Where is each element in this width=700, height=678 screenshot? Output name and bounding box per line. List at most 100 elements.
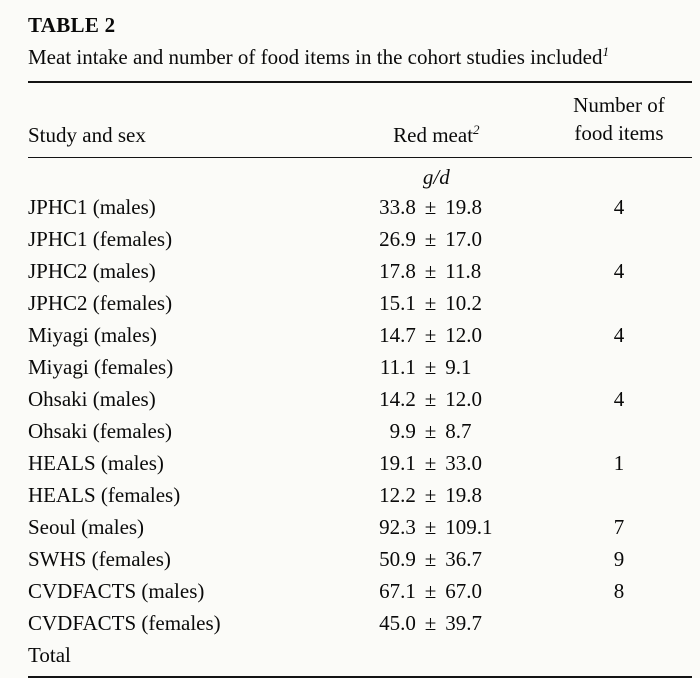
mean-value: 45.0 <box>379 610 416 635</box>
food-items-cell: 4 <box>613 386 625 411</box>
sd-value: 12.0 <box>445 322 483 347</box>
sd-value: 17.0 <box>445 226 483 251</box>
red-meat-cell: 14.7 ±12.0 <box>327 320 546 352</box>
mean-value: 26.9 <box>379 226 416 251</box>
study-cell: CVDFACTS (females) <box>28 610 221 635</box>
red-meat-cell: 14.2 ±12.0 <box>327 384 546 416</box>
study-cell: SWHS (females) <box>28 546 171 571</box>
plus-minus-sign: ± <box>424 386 437 411</box>
food-items-cell <box>546 224 692 256</box>
table-header: Study and sex Red meat2 Number of food i… <box>28 83 692 158</box>
food-items-header-line1: Number of <box>573 93 665 117</box>
study-cell: Miyagi (females) <box>28 354 174 379</box>
sd-value: 109.1 <box>445 514 493 539</box>
table-row: JPHC2 (females) 15.1 ±10.2 <box>28 288 692 320</box>
study-cell: Total <box>28 639 327 678</box>
study-cell: HEALS (males) <box>28 450 164 475</box>
red-meat-cell: 26.9 ±17.0 <box>327 224 546 256</box>
caption-footnote-marker: 1 <box>602 44 609 59</box>
study-cell: JPHC2 (males) <box>28 258 156 283</box>
red-meat-footnote-marker: 2 <box>473 121 480 137</box>
food-items-cell <box>546 416 692 448</box>
plus-minus-sign: ± <box>424 290 437 315</box>
plus-minus-sign: ± <box>424 418 437 443</box>
mean-value: 9.9 <box>389 418 416 443</box>
plus-minus-sign: ± <box>424 450 437 475</box>
sd-value: 39.7 <box>445 610 483 635</box>
table-row: JPHC1 (females) 26.9 ±17.0 <box>28 224 692 256</box>
column-header-food-items: Number of food items <box>545 83 692 158</box>
unit-row-spacer <box>28 157 327 192</box>
mean-value: 17.8 <box>379 258 416 283</box>
red-meat-cell: 50.9 ±36.7 <box>327 544 546 576</box>
food-items-cell: 1 <box>613 450 625 475</box>
unit-label: g/d <box>422 164 450 189</box>
unit-row-spacer <box>546 157 692 192</box>
sd-value: 19.8 <box>445 482 483 507</box>
column-header-study: Study and sex <box>28 83 327 158</box>
mean-value: 14.7 <box>379 322 416 347</box>
table-row: Miyagi (females) 11.1 ±9.1 <box>28 352 692 384</box>
table-row: Seoul (males) 92.3 ±109.1 7 <box>28 512 692 544</box>
study-cell: Ohsaki (males) <box>28 386 156 411</box>
study-cell: JPHC1 (females) <box>28 226 173 251</box>
plus-minus-sign: ± <box>424 546 437 571</box>
plus-minus-sign: ± <box>424 482 437 507</box>
study-cell: JPHC1 (males) <box>28 194 156 219</box>
mean-value: 15.1 <box>379 290 416 315</box>
plus-minus-sign: ± <box>424 578 437 603</box>
mean-value: 19.1 <box>379 450 416 475</box>
plus-minus-sign: ± <box>424 610 437 635</box>
study-cell: CVDFACTS (males) <box>28 578 205 603</box>
food-items-cell: 4 <box>613 194 625 219</box>
food-items-cell: 9 <box>613 546 625 571</box>
table-row: CVDFACTS (males) 67.1 ±67.0 8 <box>28 576 692 608</box>
mean-value: 11.1 <box>379 354 416 379</box>
red-meat-cell: 33.8 ±19.8 <box>327 192 546 224</box>
study-cell: Miyagi (males) <box>28 322 157 347</box>
study-cell: Seoul (males) <box>28 514 145 539</box>
mean-value: 50.9 <box>379 546 416 571</box>
plus-minus-sign: ± <box>424 354 437 379</box>
unit-row: g/d <box>28 157 692 192</box>
table-row: Miyagi (males) 14.7 ±12.0 4 <box>28 320 692 352</box>
red-meat-cell: 11.1 ±9.1 <box>327 352 546 384</box>
mean-value: 33.8 <box>379 194 416 219</box>
mean-value: 14.2 <box>379 386 416 411</box>
table-row: CVDFACTS (females) 45.0 ±39.7 <box>28 608 692 640</box>
mean-value: 67.1 <box>379 578 416 603</box>
study-cell: Ohsaki (females) <box>28 418 173 443</box>
food-items-cell: 7 <box>613 514 625 539</box>
sd-value: 8.7 <box>445 418 472 443</box>
table-row: Total <box>28 639 692 678</box>
plus-minus-sign: ± <box>424 322 437 347</box>
sd-value: 19.8 <box>445 194 483 219</box>
study-cell: HEALS (females) <box>28 482 181 507</box>
red-meat-cell: 12.2 ±19.8 <box>327 480 546 512</box>
table-row: HEALS (females) 12.2 ±19.8 <box>28 480 692 512</box>
sd-value: 11.8 <box>445 258 482 283</box>
food-items-cell <box>546 480 692 512</box>
red-meat-cell <box>326 639 546 678</box>
table-caption: Meat intake and number of food items in … <box>28 45 692 83</box>
red-meat-cell: 15.1 ±10.2 <box>327 288 546 320</box>
table-label: TABLE 2 <box>28 13 116 37</box>
food-items-cell: 8 <box>613 578 625 603</box>
table-row: Ohsaki (females) 9.9 ±8.7 <box>28 416 692 448</box>
sd-value: 67.0 <box>445 578 483 603</box>
food-items-cell: 4 <box>613 258 625 283</box>
red-meat-cell: 19.1 ±33.0 <box>327 448 546 480</box>
sd-value: 12.0 <box>445 386 483 411</box>
food-items-cell: 4 <box>613 322 625 347</box>
sd-value: 33.0 <box>445 450 483 475</box>
plus-minus-sign: ± <box>424 514 437 539</box>
sd-value: 9.1 <box>445 354 472 379</box>
food-items-cell <box>546 608 692 640</box>
table-body: g/d JPHC1 (males) 33.8 ±19.8 4 JPHC1 (female… <box>28 157 692 678</box>
plus-minus-sign: ± <box>424 258 437 283</box>
table-row: JPHC1 (males) 33.8 ±19.8 4 <box>28 192 692 224</box>
mean-value: 92.3 <box>379 514 416 539</box>
mean-value: 12.2 <box>379 482 416 507</box>
red-meat-cell: 67.1 ±67.0 <box>327 576 546 608</box>
